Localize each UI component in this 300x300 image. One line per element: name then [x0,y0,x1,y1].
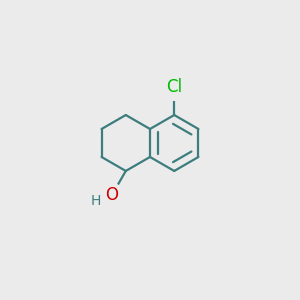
Circle shape [161,74,188,100]
Circle shape [100,184,124,207]
Text: O: O [105,186,118,204]
Text: H: H [90,194,101,208]
Text: Cl: Cl [166,78,182,96]
